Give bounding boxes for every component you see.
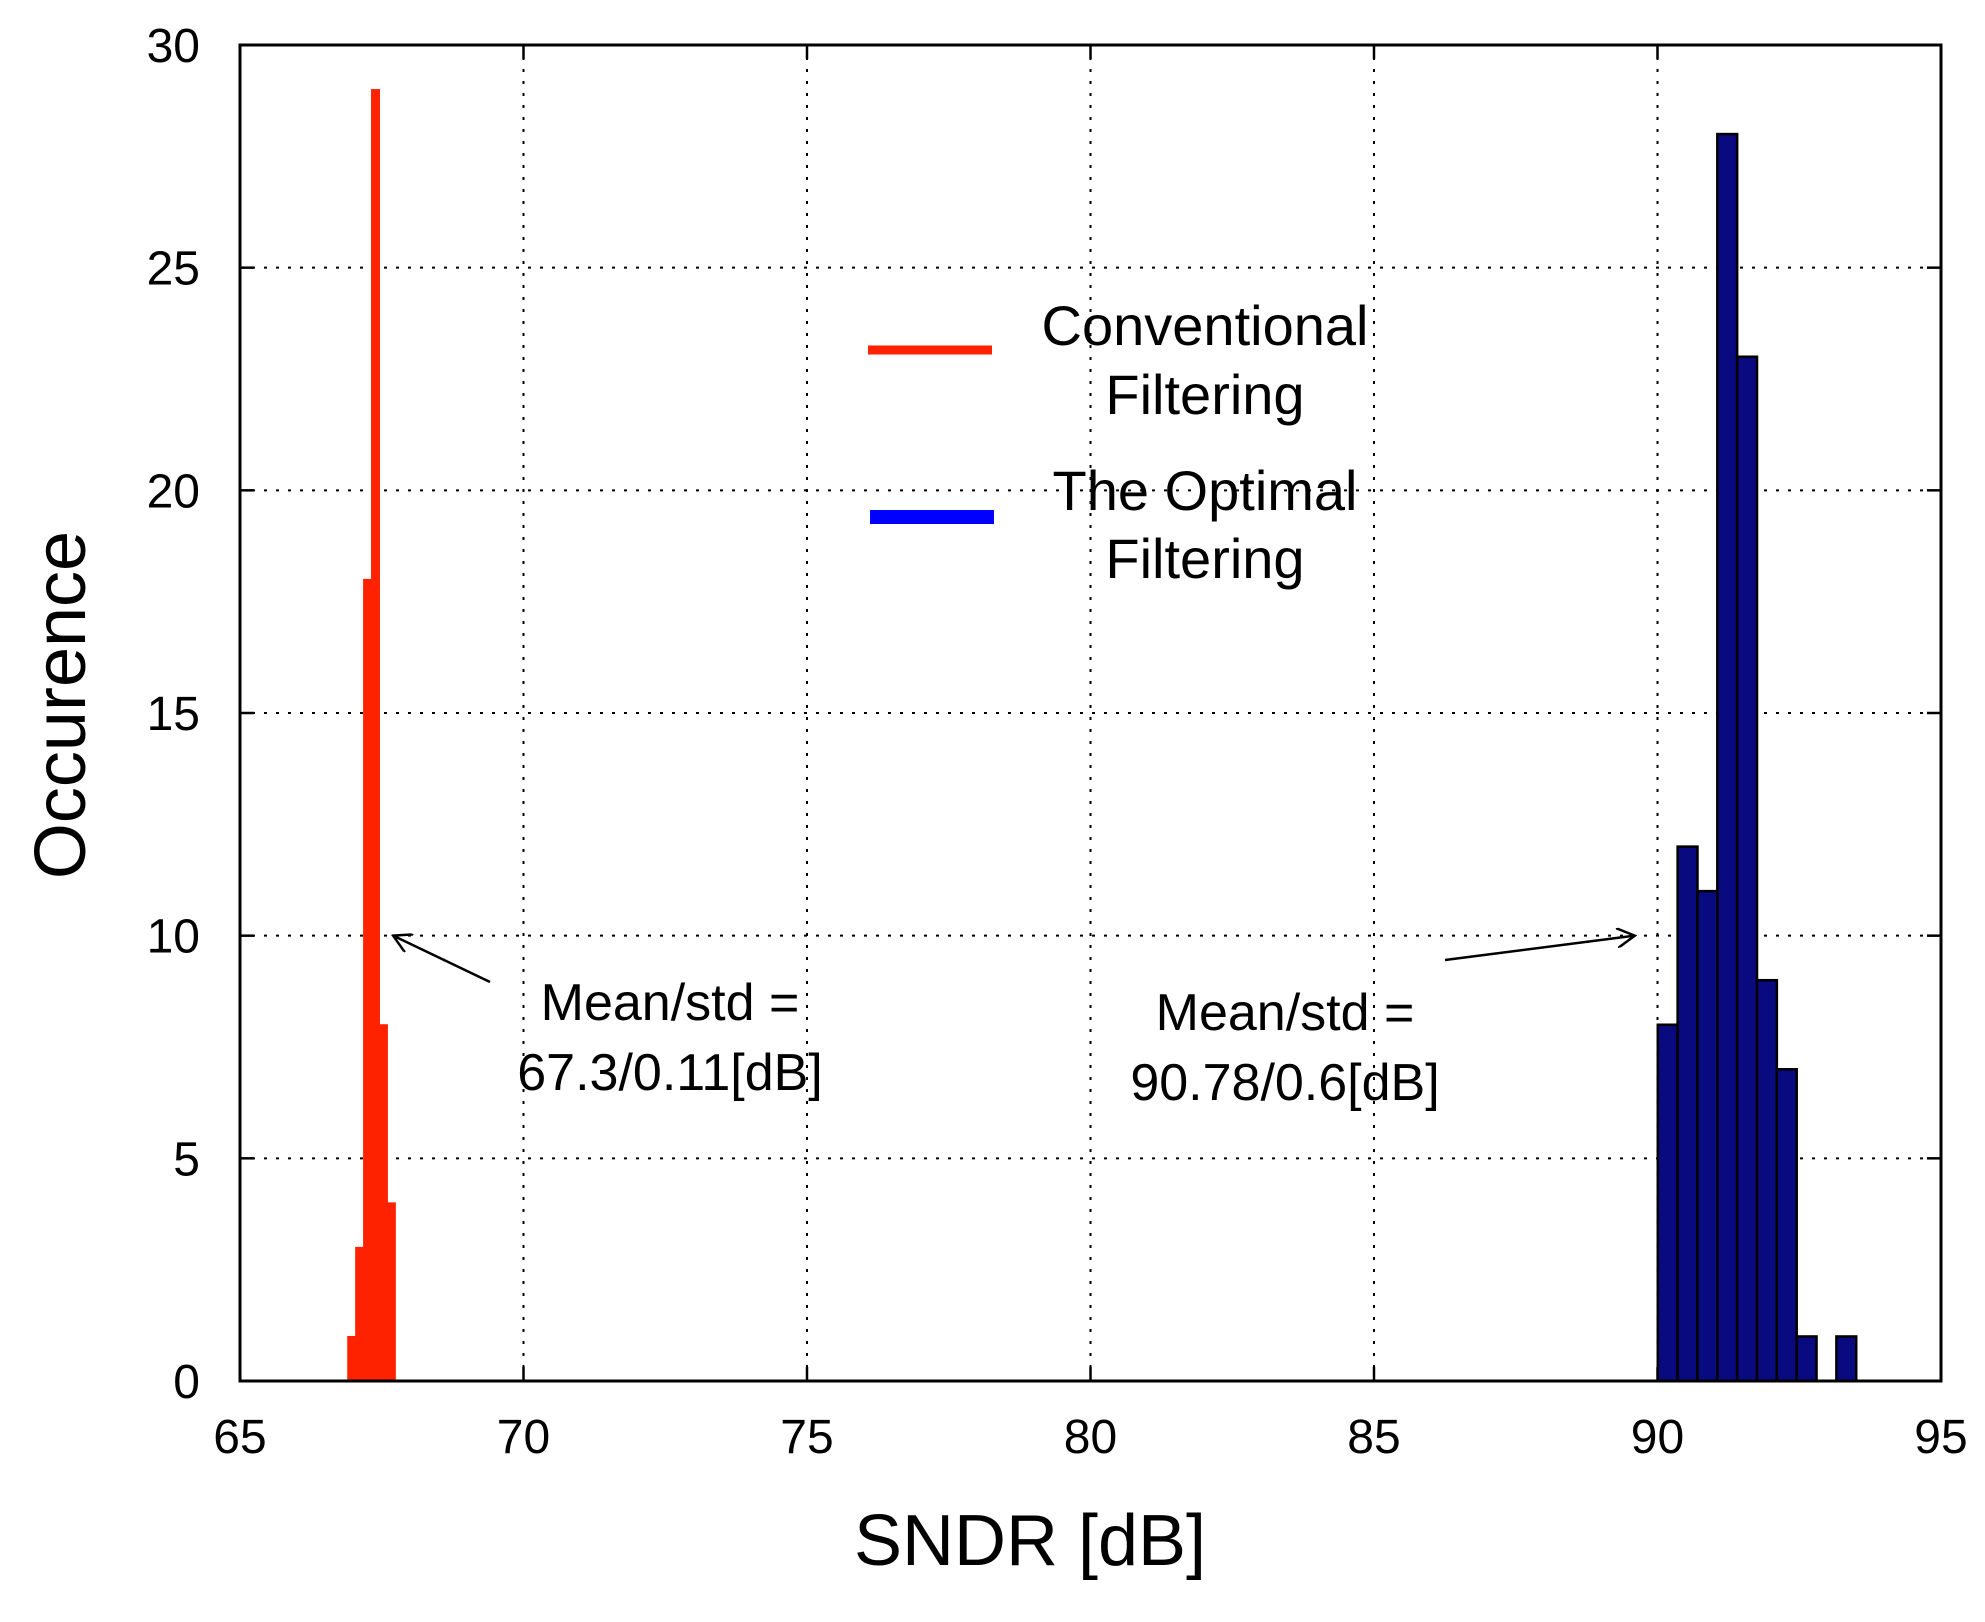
bars xyxy=(347,89,1858,1383)
bar-optimal-0 xyxy=(1656,1023,1679,1383)
legend-label-conventional-line2: Filtering xyxy=(1105,363,1304,426)
x-axis-title: SNDR [dB] xyxy=(854,1501,1206,1581)
annotation-optimal-line2: 90.78/0.6[dB] xyxy=(1130,1054,1439,1112)
legend-label-conventional-line1: Conventional xyxy=(1042,294,1369,357)
legend: Conventional Filtering The Optimal Filte… xyxy=(868,294,1368,590)
x-tick-label-65: 65 xyxy=(213,1411,266,1464)
axis-ticks: 65 70 75 80 85 90 95 0 5 10 15 20 25 30 xyxy=(147,20,1968,1464)
y-tick-label-10: 10 xyxy=(147,911,200,964)
x-tick-label-90: 90 xyxy=(1631,1411,1684,1464)
bar-conventional-0 xyxy=(347,1335,357,1382)
annotation-arrow-conventional xyxy=(393,936,491,984)
bar-conventional-4 xyxy=(378,1024,388,1382)
x-tick-label-80: 80 xyxy=(1064,1411,1117,1464)
x-tick-label-95: 95 xyxy=(1914,1411,1967,1464)
legend-label-optimal-line1: The Optimal xyxy=(1053,459,1358,522)
y-tick-label-15: 15 xyxy=(147,688,200,741)
bar-conventional-3 xyxy=(371,89,380,1382)
bar-optimal-3 xyxy=(1716,132,1739,1383)
bar-optimal-5 xyxy=(1755,978,1779,1383)
x-tick-label-85: 85 xyxy=(1347,1411,1400,1464)
bar-optimal-2 xyxy=(1696,889,1719,1383)
bar-optimal-1 xyxy=(1676,845,1699,1383)
y-tick-label-20: 20 xyxy=(147,465,200,518)
x-tick-label-75: 75 xyxy=(780,1411,833,1464)
y-tick-label-5: 5 xyxy=(173,1133,200,1186)
y-tick-label-25: 25 xyxy=(147,243,200,296)
bar-optimal-7 xyxy=(1795,1335,1818,1383)
bar-conventional-2 xyxy=(363,578,373,1382)
annotation-arrow-optimal xyxy=(1444,936,1635,962)
bar-optimal-6 xyxy=(1775,1068,1798,1383)
annotation-conventional: Mean/std = 67.3/0.11[dB] xyxy=(393,936,823,1102)
annotation-conventional-line2: 67.3/0.11[dB] xyxy=(517,1044,823,1102)
annotation-optimal-line1: Mean/std = xyxy=(1156,984,1415,1042)
annotation-conventional-line1: Mean/std = xyxy=(541,974,800,1032)
annotation-optimal: Mean/std = 90.78/0.6[dB] xyxy=(1130,936,1634,1112)
bar-conventional-5 xyxy=(386,1202,396,1382)
bar-conventional-1 xyxy=(355,1246,365,1382)
bar-optimal-4 xyxy=(1735,355,1759,1383)
bar-optimal-9 xyxy=(1835,1335,1858,1383)
x-tick-label-70: 70 xyxy=(497,1411,550,1464)
y-tick-label-30: 30 xyxy=(147,20,200,73)
y-tick-label-0: 0 xyxy=(173,1356,200,1409)
legend-label-optimal-line2: Filtering xyxy=(1105,527,1304,590)
y-axis-title: Occurence xyxy=(21,531,101,879)
